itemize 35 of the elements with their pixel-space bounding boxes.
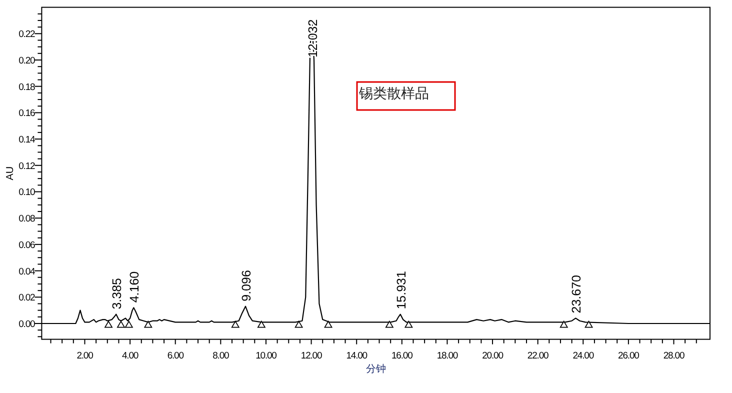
y-tick-label: 0.18 [18,82,36,93]
annotation: 9.096 [240,270,254,302]
y-tick-label: 0.00 [18,318,36,330]
y-tick-label: 0.22 [18,29,36,40]
annotation: 12.032 [306,19,320,58]
x-tick-label: 22.00 [527,350,549,362]
annotation: 15.931 [394,270,408,310]
y-tick-label: 0.08 [18,214,36,225]
x-tick-label: 14.00 [346,350,368,362]
x-tick-label: 18.00 [436,350,458,362]
x-tick-label: 12.00 [300,350,322,362]
x-tick-label: 24.00 [572,350,594,362]
x-tick-label: 6.00 [167,350,184,362]
y-tick-label: 0.14 [18,134,36,146]
x-tick-label: 8.00 [212,350,230,362]
y-tick-label: 0.02 [18,292,36,304]
x-tick-label: 4.00 [122,350,138,362]
x-tick-label: 2.00 [76,350,94,362]
y-tick-label: 0.04 [18,266,36,278]
annotation: 锡类散样品 [358,85,429,101]
y-tick-label: 0.16 [18,108,36,120]
x-tick-label: 10.00 [256,350,277,362]
x-axis-title: 分钟 [366,363,386,375]
y-tick-label: 0.06 [18,240,36,251]
x-tick-label: 20.00 [482,350,504,362]
x-tick-label: 26.00 [618,350,640,362]
annotation: 4.160 [128,271,142,303]
annotation: 23.670 [570,274,584,314]
annotation: 3.385 [110,278,124,310]
y-tick-label: 0.20 [18,56,36,66]
y-tick-label: 0.12 [18,160,36,172]
x-tick-label: 28.00 [663,350,684,362]
y-tick-label: 0.10 [18,187,36,198]
y-axis-title: AU [5,166,16,180]
x-tick-label: 16.00 [392,350,413,362]
